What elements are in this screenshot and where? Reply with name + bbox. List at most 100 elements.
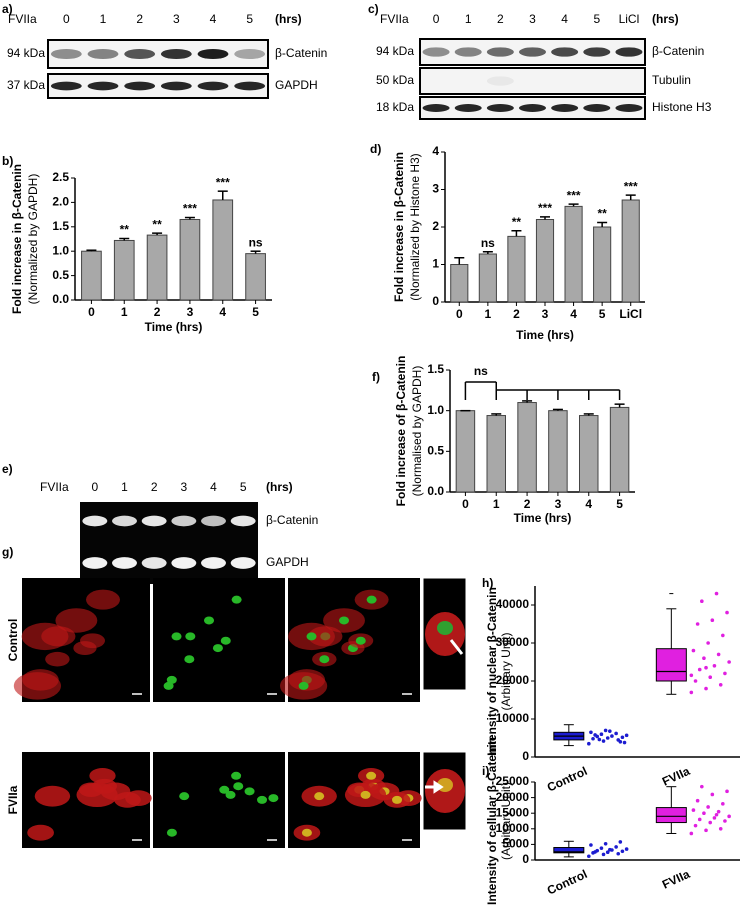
cell (89, 768, 116, 784)
data-point (603, 841, 608, 846)
box (553, 847, 585, 854)
band (141, 557, 167, 569)
lane-label: 1 (100, 12, 107, 26)
bar (535, 219, 555, 303)
significance: ns (481, 236, 495, 250)
channel-label: β-Cat (28, 751, 57, 765)
panel-label: a) (2, 2, 13, 16)
nucleus (366, 771, 377, 780)
x-tick-label: 3 (542, 307, 549, 321)
nucleus (231, 771, 242, 780)
lane-label: 5 (246, 12, 253, 26)
band (230, 515, 256, 527)
y-tick-label: 0.0 (52, 292, 69, 306)
data-point (618, 740, 623, 744)
y-tick-label: 0 (522, 852, 529, 866)
band (583, 104, 611, 112)
lane-label: 4 (210, 12, 217, 26)
bar (450, 264, 469, 303)
x-tick-label: 0 (456, 307, 463, 321)
band (160, 81, 192, 91)
nucleus (366, 595, 377, 604)
y-axis-label: Fold increase in β-Catenin (10, 164, 24, 314)
bar (609, 406, 630, 493)
box (655, 807, 687, 824)
x-tick-label: 3 (555, 497, 562, 511)
data-point (710, 618, 715, 622)
band (82, 515, 108, 527)
nucleus (392, 795, 403, 804)
data-point (721, 802, 725, 806)
data-point (589, 843, 593, 847)
bar (593, 226, 612, 303)
x-tick-label: 2 (513, 307, 520, 321)
nucleus (184, 655, 195, 664)
y-tick-label: 0 (432, 294, 439, 308)
data-point (704, 686, 708, 691)
data-point (723, 671, 727, 676)
row-label: β-Catenin (266, 513, 318, 527)
y-tick-label: 5000 (502, 837, 529, 851)
band (201, 515, 226, 527)
kda-label: 94 kDa (376, 44, 414, 58)
cell (27, 824, 54, 841)
lane-label: LiCl (619, 12, 640, 26)
y-axis-label: Fold increase in β-Catenin (392, 152, 406, 302)
data-point (608, 847, 612, 852)
lane-label: 3 (529, 12, 536, 26)
y-axis-label: (Normalized by GAPDH) (26, 174, 40, 305)
x-tick-label: 4 (585, 497, 592, 511)
panel-label: d) (370, 142, 381, 156)
cell (34, 785, 71, 807)
cell (21, 622, 69, 651)
x-axis-label: Time (hrs) (145, 320, 203, 334)
significance: *** (538, 201, 552, 215)
row-label: Tubulin (652, 73, 691, 87)
kda-label: 37 kDa (7, 78, 45, 92)
band (171, 515, 197, 527)
band (551, 104, 579, 112)
y-axis-label: Fold increase of β-Catenin (394, 356, 408, 507)
data-point (718, 827, 723, 831)
data-point (689, 673, 694, 678)
nucleus (319, 655, 330, 664)
significance: *** (183, 202, 197, 216)
data-point (589, 730, 593, 735)
data-point (700, 599, 704, 603)
panel-label: h) (482, 576, 493, 590)
box (655, 648, 687, 682)
data-point (689, 831, 694, 836)
data-point (587, 854, 591, 859)
band (519, 104, 546, 112)
data-point (620, 849, 625, 854)
y-tick-label: 0.5 (427, 444, 444, 458)
bar (621, 199, 640, 303)
y-tick-label: 1.0 (52, 243, 69, 257)
cell (45, 651, 70, 667)
data-point (624, 733, 629, 738)
band (454, 47, 482, 57)
data-point (704, 828, 708, 833)
bar (146, 234, 168, 301)
data-point (599, 846, 604, 850)
x-tick-label: 1 (493, 497, 500, 511)
bar (517, 402, 537, 493)
bar (455, 410, 476, 493)
data-point (716, 809, 721, 814)
band (422, 47, 450, 57)
band (234, 48, 266, 60)
nucleus (233, 782, 244, 791)
blot-strip (47, 73, 269, 99)
row-label: GAPDH (266, 555, 309, 569)
nucleus (231, 595, 242, 604)
row-label: GAPDH (275, 78, 318, 92)
cell (80, 633, 105, 649)
bar (548, 410, 568, 493)
kda-label: 50 kDa (376, 73, 414, 87)
nucleus (166, 828, 177, 837)
data-point (691, 648, 696, 653)
data-point (593, 850, 597, 854)
y-axis-label: (Arbitrary Unit) (499, 632, 513, 710)
data-point (614, 731, 618, 736)
